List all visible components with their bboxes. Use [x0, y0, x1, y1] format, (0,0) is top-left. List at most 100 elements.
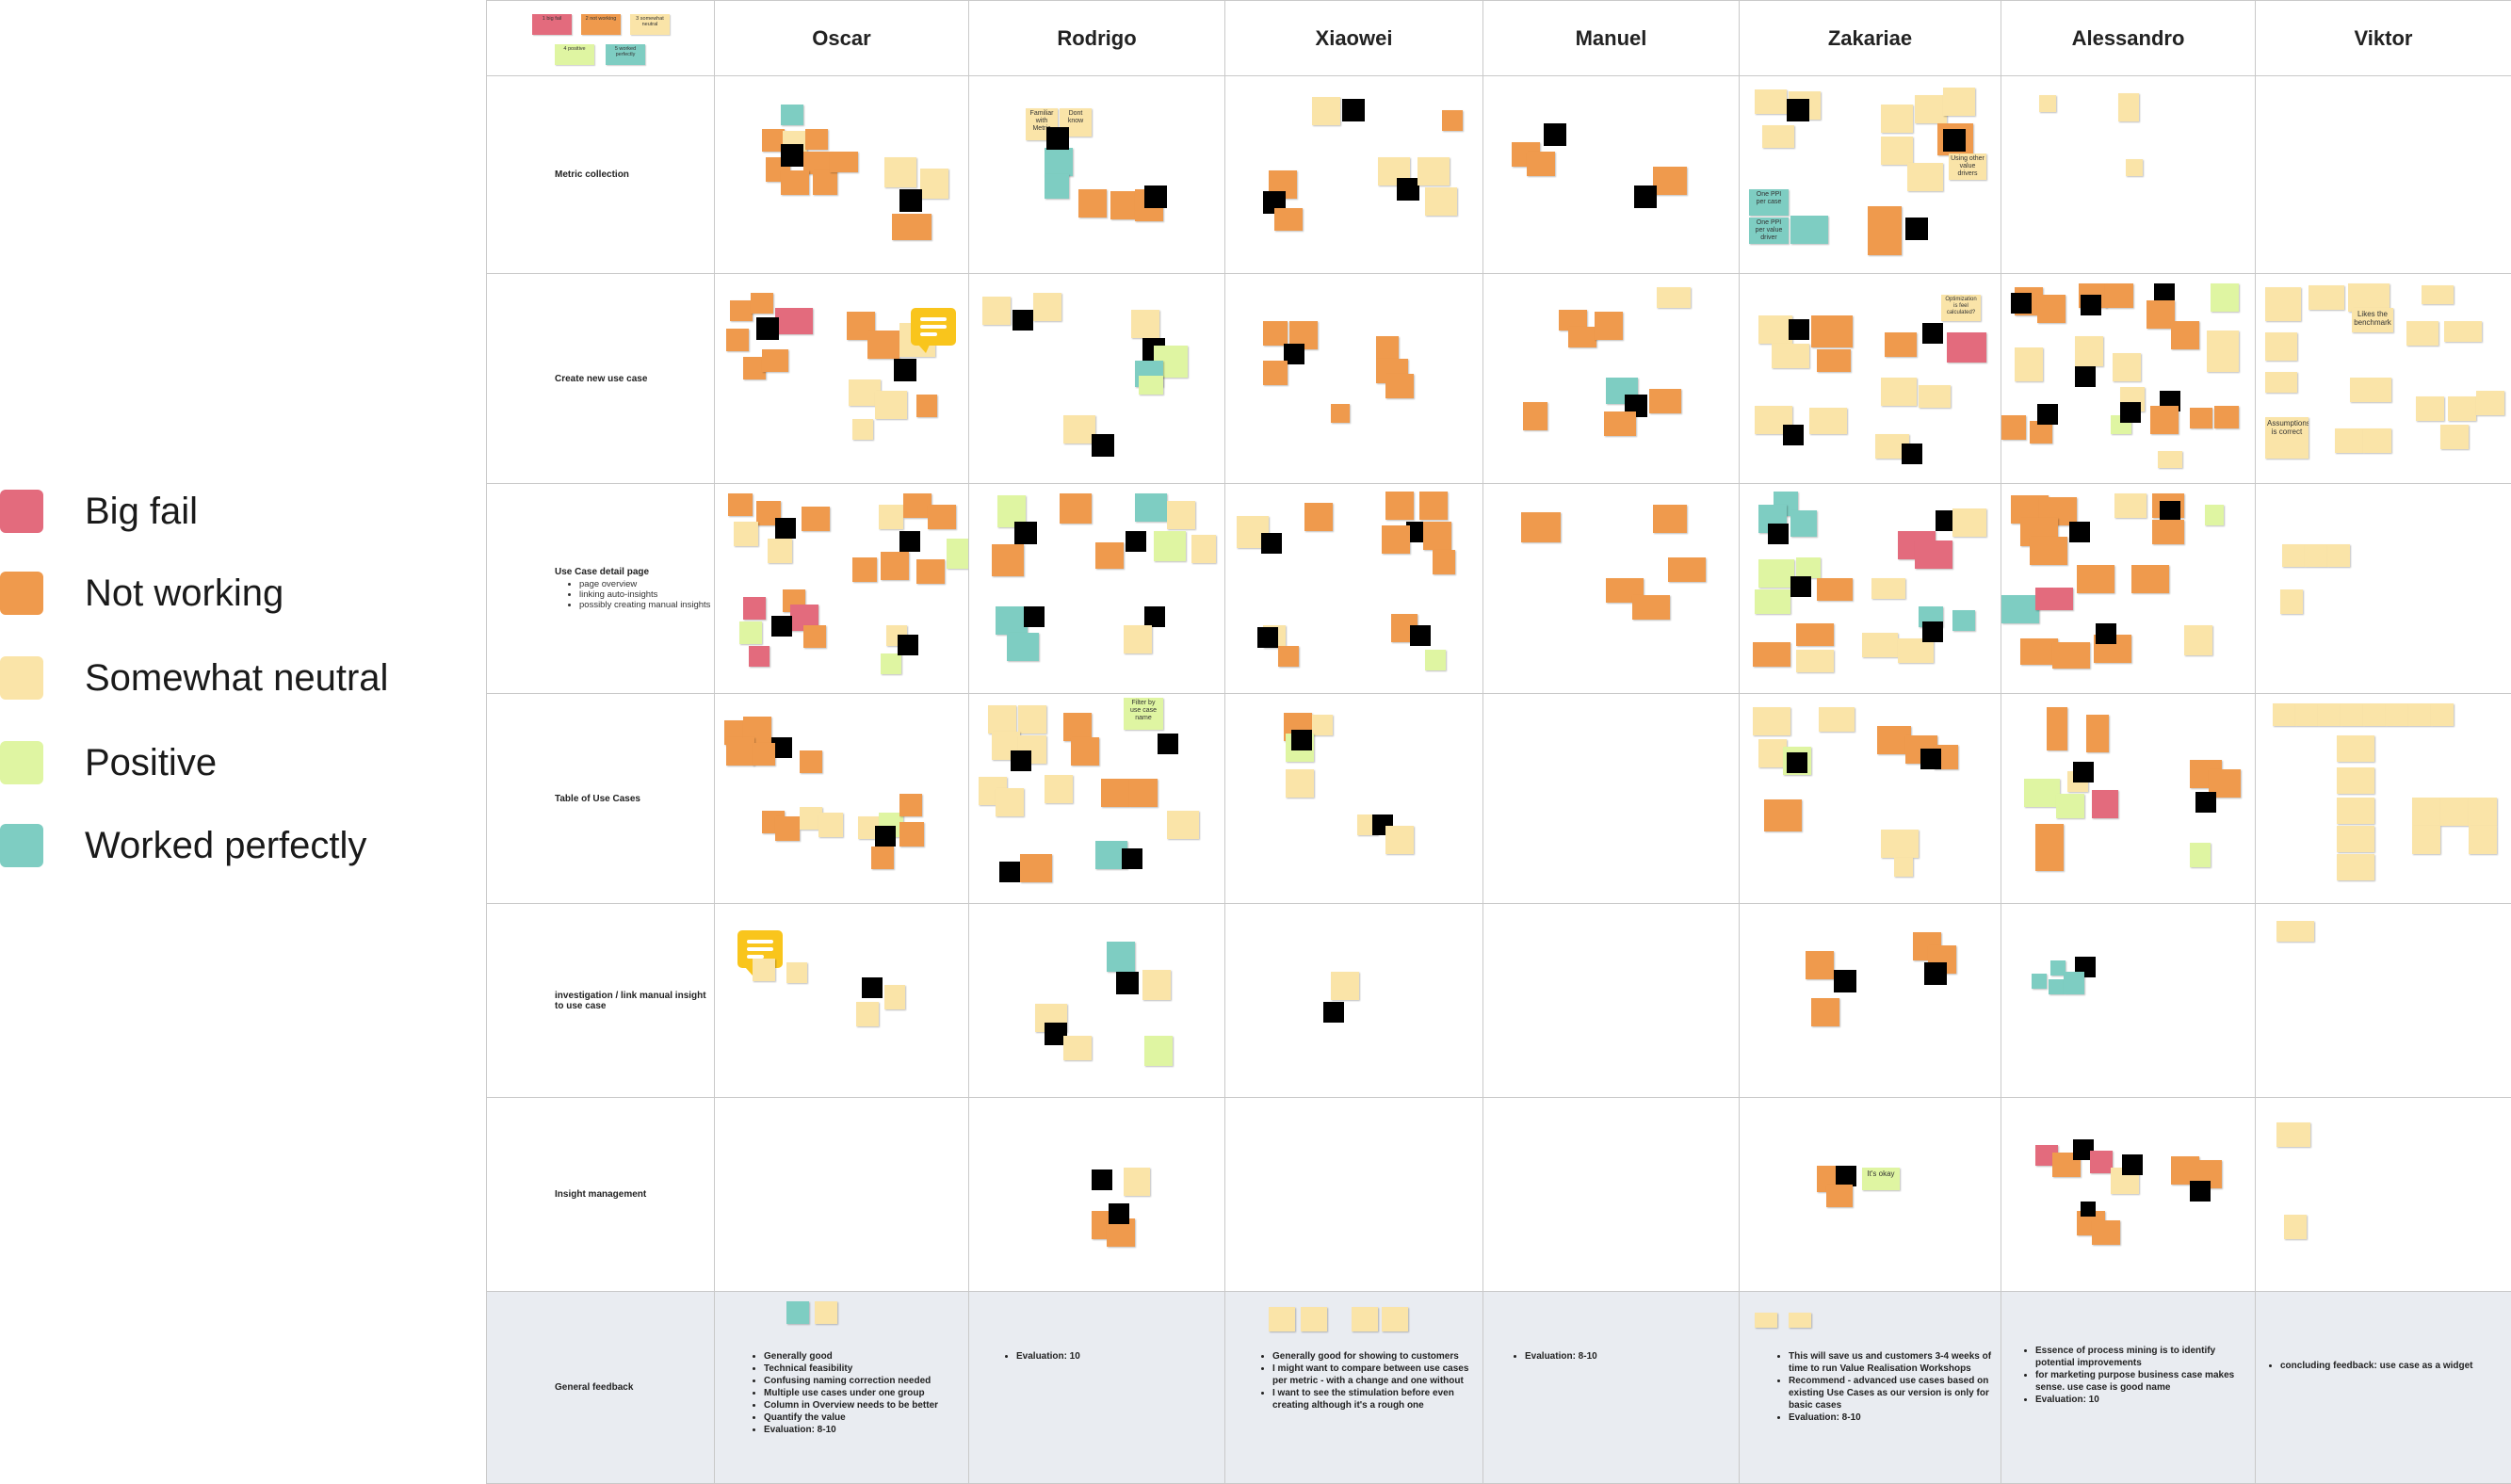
sticky-note[interactable] [1943, 88, 1975, 116]
key-note-positive[interactable]: 4 positive [555, 44, 594, 65]
sticky-note[interactable] [805, 129, 828, 150]
sticky-note[interactable] [2211, 283, 2239, 312]
sticky-note[interactable] [1382, 525, 1410, 554]
cell-manuel-feedback[interactable]: Evaluation: 8-10 [1483, 1292, 1740, 1484]
sticky-note[interactable] [2335, 428, 2363, 453]
sticky-note[interactable] [2158, 451, 2182, 468]
sticky-note[interactable] [1131, 310, 1159, 338]
cell-viktor-investigation[interactable] [2256, 904, 2511, 1098]
sticky-note[interactable] [1862, 633, 1898, 657]
sticky-note[interactable] [1124, 1168, 1150, 1196]
sticky-note[interactable] [1078, 189, 1107, 218]
cell-oscar-detail[interactable] [715, 484, 969, 694]
sticky-note[interactable] [1772, 344, 1809, 368]
sticky-note[interactable] [2114, 493, 2146, 518]
sticky-note[interactable] [1063, 1036, 1092, 1060]
cell-oscar-metric[interactable] [715, 76, 969, 274]
sticky-note[interactable] [803, 625, 826, 648]
sticky-note[interactable] [2075, 336, 2103, 366]
cell-zakariae-metric[interactable]: Using other value drivers One PPI per ca… [1740, 76, 2001, 274]
sticky-note[interactable] [2337, 854, 2374, 880]
sticky-note[interactable] [1385, 374, 1414, 398]
sticky-note[interactable] [1915, 95, 1947, 123]
sticky-note[interactable] [2214, 406, 2239, 428]
sticky-note[interactable] [1907, 163, 1943, 191]
sticky-note[interactable] [2207, 331, 2239, 372]
sticky-note[interactable] [1045, 775, 1073, 803]
sticky-note[interactable] [1568, 327, 1596, 347]
cell-oscar-create[interactable] [715, 274, 969, 484]
sticky-note[interactable] [871, 847, 894, 869]
sticky-note[interactable] [2190, 843, 2211, 867]
cell-viktor-metric[interactable] [2256, 76, 2511, 274]
sticky-note[interactable] [1352, 1307, 1378, 1331]
sticky-note[interactable] [730, 300, 753, 321]
sticky-note[interactable] [2276, 1122, 2310, 1147]
cell-oscar-investigation[interactable] [715, 904, 969, 1098]
sticky-note[interactable] [2363, 428, 2391, 453]
sticky-note[interactable] [996, 788, 1024, 816]
sticky-note[interactable] [2092, 1220, 2120, 1245]
sticky-note[interactable] [1269, 1307, 1295, 1331]
sticky-note[interactable] [2273, 703, 2295, 726]
sticky-note[interactable] [1144, 1036, 1173, 1066]
sticky-note[interactable] [879, 505, 903, 529]
sticky-note[interactable] [1806, 951, 1834, 979]
sticky-note[interactable] [1790, 216, 1828, 244]
cell-alessandro-metric[interactable] [2001, 76, 2256, 274]
sticky-note[interactable] [2126, 159, 2143, 176]
cell-alessandro-investigation[interactable] [2001, 904, 2256, 1098]
sticky-note[interactable] [1894, 858, 1913, 877]
sticky-note[interactable] [2469, 826, 2497, 854]
sticky-note[interactable] [988, 705, 1016, 734]
sticky-note[interactable] [2035, 588, 2073, 610]
sticky-note[interactable] [1885, 332, 1917, 357]
sticky-note[interactable] [1071, 737, 1099, 766]
comment-icon[interactable] [911, 308, 956, 346]
sticky-note[interactable] [728, 493, 753, 516]
sticky-note[interactable] [2024, 779, 2060, 807]
sticky-note[interactable] [2444, 321, 2482, 342]
sticky-note[interactable] [2476, 391, 2504, 415]
sticky-note[interactable] [1881, 378, 1917, 406]
cell-manuel-create[interactable] [1483, 274, 1740, 484]
sticky-note[interactable] [2001, 415, 2026, 440]
sticky-note[interactable] [775, 816, 800, 841]
sticky-note[interactable] [1135, 493, 1167, 522]
sticky-note[interactable] [1263, 361, 1288, 385]
sticky-note[interactable] [856, 1002, 879, 1026]
cell-viktor-feedback[interactable]: concluding feedback: use case as a widge… [2256, 1292, 2511, 1484]
sticky-note[interactable] [1947, 332, 1986, 363]
sticky-note[interactable] [1796, 650, 1834, 672]
sticky-note[interactable] [2037, 295, 2066, 323]
sticky-note[interactable] [1649, 389, 1681, 413]
cell-zakariae-table[interactable] [1740, 694, 2001, 904]
cell-oscar-table[interactable] [715, 694, 969, 904]
sticky-note[interactable]: Likes the benchmark [2352, 308, 2393, 332]
sticky-note[interactable] [1101, 779, 1129, 807]
cell-rodrigo-metric[interactable]: Familiar with Metric Dont know [969, 76, 1225, 274]
sticky-note[interactable] [775, 308, 813, 334]
sticky-note[interactable] [768, 539, 792, 563]
sticky-note[interactable] [982, 297, 1011, 325]
sticky-note[interactable] [1796, 623, 1834, 646]
sticky-note[interactable] [1433, 550, 1455, 574]
sticky-note[interactable] [875, 391, 907, 419]
sticky-note[interactable] [852, 557, 877, 582]
sticky-note[interactable] [1312, 97, 1340, 125]
sticky-note[interactable] [1020, 854, 1052, 882]
sticky-note[interactable] [916, 559, 945, 584]
sticky-note[interactable] [2282, 544, 2305, 567]
sticky-note[interactable] [1385, 492, 1414, 520]
sticky-note[interactable] [2001, 595, 2039, 623]
sticky-note[interactable] [1312, 715, 1333, 735]
sticky-note[interactable] [1167, 501, 1195, 529]
sticky-note[interactable] [1527, 152, 1555, 176]
sticky-note[interactable] [2049, 979, 2064, 994]
sticky-note[interactable] [916, 395, 937, 417]
sticky-note[interactable] [2064, 972, 2084, 994]
sticky-note[interactable] [1423, 522, 1451, 550]
cell-manuel-insight[interactable] [1483, 1098, 1740, 1292]
sticky-note[interactable] [2408, 703, 2431, 726]
sticky-note[interactable] [762, 349, 788, 372]
